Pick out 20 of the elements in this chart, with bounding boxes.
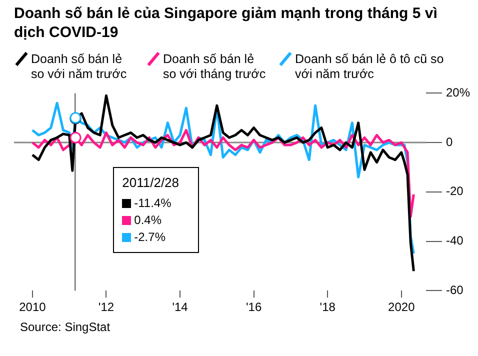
annotation: -2.7% (134, 228, 166, 246)
y-tick-label: -20 (446, 184, 464, 198)
x-tick-label: 2020 (388, 300, 416, 314)
y-tick-label: 0 (446, 134, 453, 149)
legend-label: Doanh số bán lẻ so với năm trước (31, 52, 128, 82)
x-tick-label: '12 (98, 300, 114, 314)
y-tick-label: -60 (446, 282, 464, 297)
x-tick-label: '16 (246, 300, 262, 314)
annotation: 2011/2/28 (122, 174, 180, 191)
source-note: Source: SingStat (20, 320, 110, 334)
legend-label: Doanh số bán lẻ ô tô cũ so với năm trước (295, 52, 445, 82)
annotation: -11.4% (134, 194, 172, 212)
x-tick-label: 2010 (19, 300, 46, 314)
legend-label: Doanh số bán lẻ so với tháng trước (163, 52, 267, 82)
y-tick-label: 20% (446, 86, 470, 100)
x-tick-label: '18 (320, 300, 336, 314)
chart-title: Doanh số bán lẻ của Singapore giảm mạnh trong tháng 5 vì dịch COVID-19 (14, 4, 438, 42)
x-tick-label: '14 (172, 300, 188, 314)
y-tick-label: -40 (446, 234, 464, 248)
annotation: 0.4% (134, 212, 162, 229)
